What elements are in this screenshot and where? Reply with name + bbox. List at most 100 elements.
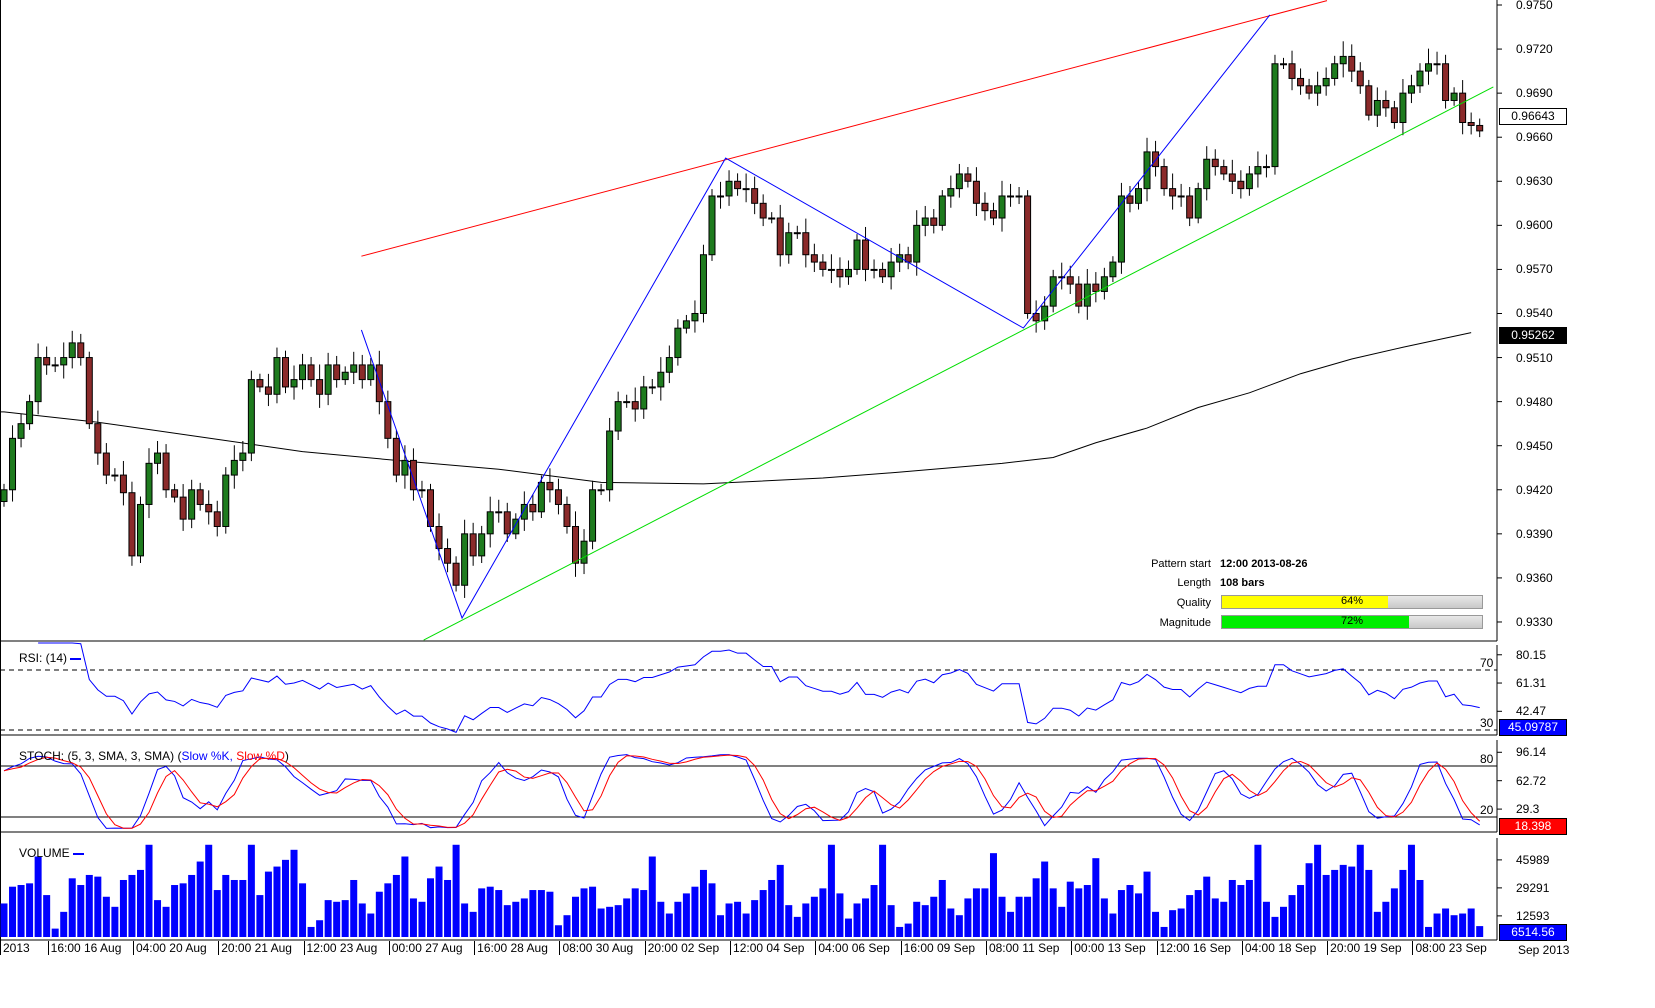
rsi-tick-label: 80.15 [1516, 647, 1547, 662]
candle-up [955, 173, 963, 190]
volume-bar [418, 901, 426, 937]
volume-bar [1365, 869, 1373, 937]
candle-up [51, 364, 59, 367]
volume-bar [853, 903, 861, 937]
candle-up [887, 261, 895, 278]
volume-bar [972, 888, 980, 937]
volume-bar [503, 905, 511, 937]
volume-bar [1442, 908, 1450, 937]
candle-up [623, 401, 631, 404]
candle-up [1007, 195, 1015, 198]
volume-bar [648, 856, 656, 937]
candle-up [853, 239, 861, 270]
volume-bar [1467, 908, 1475, 937]
candle-down [85, 357, 93, 425]
volume-bar [1348, 866, 1356, 937]
stoch-tick-label: 62.72 [1516, 773, 1547, 788]
candle-up [699, 254, 707, 314]
candle-up [1339, 55, 1347, 65]
candle-up [1194, 188, 1202, 219]
length-label: Length [1177, 577, 1211, 589]
candle-down [1365, 85, 1373, 116]
volume-bar [1288, 895, 1296, 937]
volume-bar [529, 890, 537, 937]
candle-down [751, 188, 759, 204]
volume-bar [1100, 898, 1108, 937]
candle-up [68, 342, 76, 359]
candle-up [1254, 166, 1262, 175]
rsi-tick-label: 42.47 [1516, 704, 1547, 719]
volume-bar [1407, 844, 1415, 937]
volume-bar [1211, 898, 1219, 937]
volume-bar [896, 926, 904, 937]
volume-bar [1382, 901, 1390, 937]
candle-up [537, 481, 545, 513]
price-tick-label: 0.9540 [1516, 306, 1553, 321]
volume-bar [1476, 926, 1484, 937]
candle-down [1348, 55, 1356, 72]
candle-up [136, 503, 144, 557]
candle-down [802, 232, 810, 256]
volume-bar [1092, 858, 1100, 937]
candle-down [119, 474, 127, 494]
time-axis-label: 04:00 18 Sep [1241, 941, 1316, 955]
candle-up [614, 401, 622, 432]
volume-bar [239, 879, 247, 937]
volume-bar [1390, 888, 1398, 937]
volume-value-box: 6514.56 [1499, 924, 1567, 941]
volume-bar [725, 903, 733, 937]
candle-up [461, 533, 469, 586]
candle-up [1280, 63, 1287, 66]
candle-up [239, 452, 247, 461]
candle-down [333, 364, 341, 381]
volume-bar [77, 885, 85, 937]
rsi-level-label: 70 [1480, 656, 1494, 670]
candle-down [1297, 77, 1305, 87]
volume-bar [154, 900, 162, 937]
rsi-legend-swatch [70, 657, 82, 660]
volume-bar [1254, 844, 1262, 937]
volume-bar [1373, 911, 1381, 937]
candle-up [1117, 195, 1125, 263]
volume-bar [589, 886, 597, 937]
volume-bar [657, 901, 665, 937]
volume-bar [136, 869, 144, 937]
support-trendline [423, 86, 1494, 641]
price-tick-label: 0.9360 [1516, 570, 1553, 585]
candle-up [708, 195, 716, 256]
candle-up [367, 364, 375, 381]
candle-down [1459, 92, 1467, 124]
magnitude-bar: 72% [1221, 615, 1483, 629]
volume-bar [537, 890, 545, 937]
candle-down [1288, 63, 1296, 79]
volume-bar [1126, 885, 1134, 937]
price-tick-label: 0.9600 [1516, 218, 1553, 233]
candle-up [938, 195, 946, 226]
candle-down [572, 525, 580, 564]
volume-bar [1194, 890, 1202, 937]
time-axis-label: 16:00 16 Aug [47, 941, 121, 955]
candle-up [1399, 92, 1407, 124]
volume-bar [119, 879, 127, 937]
time-axis-label: 20:00 21 Aug [218, 941, 292, 955]
candle-down [171, 489, 179, 498]
rsi-value-box: 45.09787 [1499, 719, 1567, 736]
candle-up [1407, 85, 1415, 94]
volume-bar [1134, 893, 1142, 937]
volume-bar [938, 879, 946, 937]
candle-up [1416, 70, 1424, 87]
volume-bar [145, 844, 153, 937]
candle-up [1271, 63, 1279, 168]
volume-bar [742, 913, 750, 937]
candle-up [1314, 85, 1322, 94]
volume-bar [367, 913, 375, 937]
candle-up [896, 254, 904, 263]
price-tick-label: 0.9480 [1516, 394, 1553, 409]
volume-bar [844, 918, 852, 937]
volume-bar [171, 885, 179, 937]
stoch-d-line [3, 754, 1481, 829]
candle-up [17, 423, 25, 439]
magnitude-label: Magnitude [1159, 617, 1211, 629]
volume-bar [307, 926, 315, 937]
candle-down [264, 386, 272, 395]
